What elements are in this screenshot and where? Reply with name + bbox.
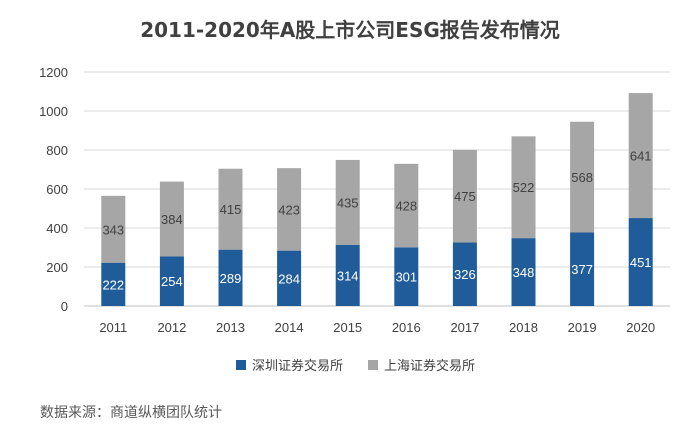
bar-shenzhen xyxy=(101,262,126,306)
x-tick-label: 2015 xyxy=(333,320,362,335)
bar-shanghai xyxy=(159,181,184,257)
y-tick-label: 200 xyxy=(46,260,68,275)
x-tick-label: 2012 xyxy=(157,320,186,335)
data-label: 222 xyxy=(102,277,124,292)
data-label: 522 xyxy=(513,180,535,195)
chart-title: 2011-2020年A股上市公司ESG报告发布情况 xyxy=(140,18,560,42)
x-tick-label: 2016 xyxy=(392,320,421,335)
legend-label-shanghai: 上海证券交易所 xyxy=(384,358,475,374)
x-tick-label: 2019 xyxy=(568,320,597,335)
data-label: 348 xyxy=(513,265,535,280)
data-label: 254 xyxy=(161,274,183,289)
bar-shanghai xyxy=(452,149,477,243)
data-label: 301 xyxy=(395,270,417,285)
bars: 222 343 254 384 289 415 284 423 314 435 301 428 326 4… xyxy=(101,93,653,306)
y-tick-label: 1200 xyxy=(39,65,68,80)
x-tick-label: 2011 xyxy=(99,320,127,335)
bar-shanghai xyxy=(570,121,595,233)
bar-shenzhen xyxy=(628,218,653,306)
data-label: 377 xyxy=(571,262,593,277)
bar-shenzhen xyxy=(335,244,360,306)
data-label: 423 xyxy=(278,202,300,217)
y-axis: 0 200 400 600 800 1000 1200 xyxy=(39,65,68,314)
bar-shenzhen xyxy=(218,249,243,306)
x-tick-label: 2017 xyxy=(450,320,479,335)
data-label: 289 xyxy=(220,271,242,286)
legend: 深圳证券交易所 上海证券交易所 xyxy=(236,358,475,374)
legend-swatch-shanghai xyxy=(368,360,378,370)
bar-shanghai xyxy=(511,136,536,239)
data-label: 343 xyxy=(102,222,124,237)
bar-shanghai xyxy=(628,93,653,219)
bar-shanghai xyxy=(277,168,302,251)
source-note: 数据来源：商道纵横团队统计 xyxy=(40,405,222,421)
x-tick-label: 2018 xyxy=(509,320,538,335)
y-tick-label: 800 xyxy=(46,143,68,158)
bar-shanghai xyxy=(218,168,243,250)
data-label: 314 xyxy=(337,268,359,283)
y-tick-label: 0 xyxy=(61,299,68,314)
bar-shenzhen xyxy=(511,238,536,306)
data-label: 284 xyxy=(278,271,300,286)
bar-shenzhen xyxy=(570,232,595,306)
data-label: 451 xyxy=(630,255,652,270)
y-tick-label: 400 xyxy=(46,221,68,236)
bar-shenzhen xyxy=(277,250,302,306)
data-label: 475 xyxy=(454,189,476,204)
data-label: 415 xyxy=(220,202,242,217)
y-tick-label: 1000 xyxy=(39,104,68,119)
legend-swatch-shenzhen xyxy=(236,360,246,370)
data-label: 384 xyxy=(161,212,183,227)
data-label: 435 xyxy=(337,195,359,210)
data-label: 428 xyxy=(395,199,417,214)
x-tick-label: 2013 xyxy=(216,320,245,335)
legend-label-shenzhen: 深圳证券交易所 xyxy=(252,358,343,374)
data-label: 641 xyxy=(630,149,652,164)
x-tick-label: 2014 xyxy=(275,320,304,335)
y-tick-label: 600 xyxy=(46,182,68,197)
bar-shenzhen xyxy=(394,247,419,306)
bar-shenzhen xyxy=(159,256,184,306)
x-tick-label: 2020 xyxy=(626,320,655,335)
bar-shenzhen xyxy=(452,242,477,306)
bar-shanghai xyxy=(101,195,126,263)
x-axis: 2011 2012 2013 2014 2015 2016 2017 2018 2019 2020 xyxy=(99,320,655,335)
bar-shanghai xyxy=(335,159,360,245)
data-label: 568 xyxy=(571,170,593,185)
bar-shanghai xyxy=(394,163,419,248)
data-label: 326 xyxy=(454,267,476,282)
